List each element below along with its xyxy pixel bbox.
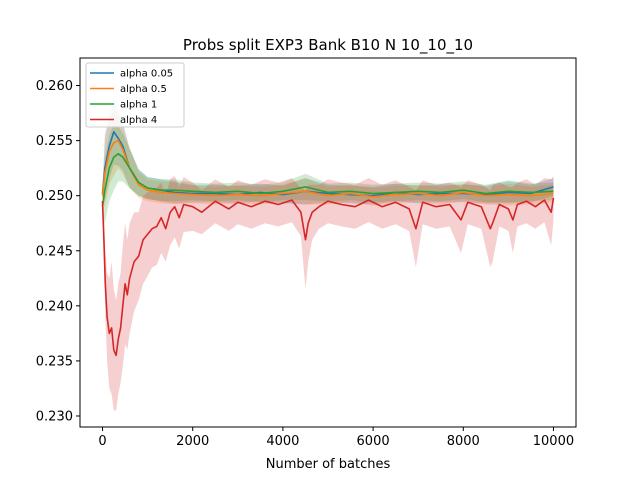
band-alpha-4 <box>102 175 554 411</box>
y-tick-label: 0.240 <box>36 299 73 314</box>
y-tick-label: 0.250 <box>36 189 73 204</box>
series-line-alpha-1 <box>101 153 554 207</box>
x-tick-label: 4000 <box>266 434 299 449</box>
legend-label-alpha-0-05: alpha 0.05 <box>120 69 173 80</box>
series-lines <box>101 131 555 357</box>
y-tick-label: 0.255 <box>36 134 73 149</box>
y-tick-label: 0.245 <box>36 244 73 259</box>
band-alpha-0-5 <box>102 109 554 207</box>
legend-label-alpha-1: alpha 1 <box>120 100 157 111</box>
x-tick-label: 2000 <box>176 434 209 449</box>
x-axis: 0 2000 4000 6000 8000 10000 <box>98 427 574 449</box>
series-line-alpha-0-5 <box>101 139 554 198</box>
x-tick-label: 10000 <box>533 434 574 449</box>
x-tick-label: 6000 <box>357 434 390 449</box>
x-tick-label: 8000 <box>447 434 480 449</box>
y-tick-label: 0.235 <box>36 354 73 369</box>
legend-label-alpha-4: alpha 4 <box>120 115 157 126</box>
x-axis-label: Number of batches <box>266 457 391 472</box>
series-line-alpha-4 <box>101 197 555 357</box>
confidence-bands <box>102 98 554 411</box>
plot-area-frame <box>79 57 577 428</box>
legend-box <box>85 62 185 128</box>
y-axis: 0.230 0.235 0.240 0.245 0.250 0.255 0.260 <box>36 79 80 424</box>
legend: alpha 0.05 alpha 0.5 alpha 1 alpha 4 <box>85 62 185 128</box>
x-tick-label: 0 <box>98 434 106 449</box>
y-tick-label: 0.260 <box>36 79 73 94</box>
band-alpha-1 <box>102 124 554 224</box>
chart-title: Probs split EXP3 Bank B10 N 10_10_10 <box>183 36 473 55</box>
legend-label-alpha-0-5: alpha 0.5 <box>120 84 167 95</box>
y-tick-label: 0.230 <box>36 409 73 424</box>
